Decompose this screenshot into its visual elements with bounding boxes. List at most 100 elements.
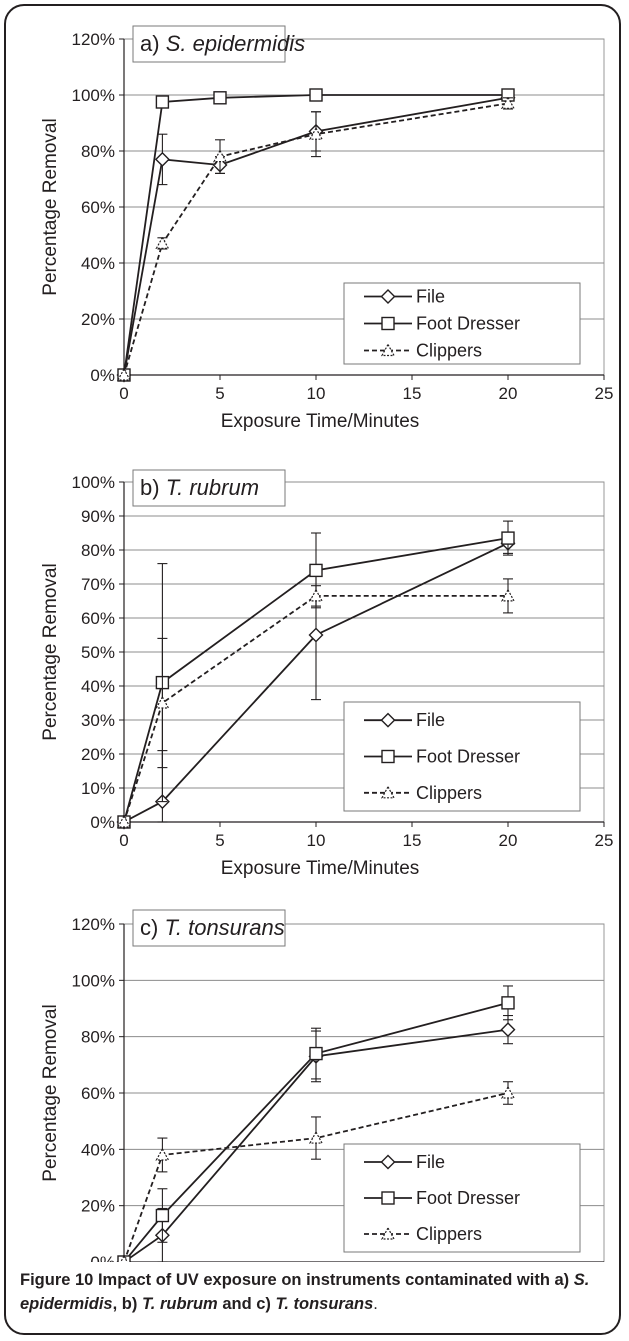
chart-panel-3: 0%20%40%60%80%100%120%0510152025Exposure…: [40, 909, 605, 1262]
series-line: [123, 1028, 509, 1262]
square-marker: [309, 1046, 323, 1061]
diamond-marker: [500, 1022, 516, 1038]
triangle-marker: [155, 695, 170, 709]
legend-item: Foot Dresser: [364, 747, 520, 767]
series-line: [123, 537, 509, 823]
caption-text-1: Impact of UV exposure on instruments con…: [93, 1271, 574, 1289]
figure-svg: 0% 20% 40% 60% 80% 100% 120% 0 5 10 15 20 25 Exposure…: [40, 25, 614, 1262]
x-axis-title: Exposure Time/Minutes: [221, 411, 420, 432]
y-tick-label: 80%: [81, 1028, 115, 1047]
legend-item: Foot Dresser: [364, 314, 520, 334]
y-tick-label: 70%: [81, 575, 115, 594]
legend-triangle-marker: [380, 1226, 396, 1240]
panel-label-box: a) S. epidermidis: [132, 25, 305, 63]
caption-species-1: S. epidermidis: [20, 1271, 590, 1313]
legend-item: File: [364, 710, 445, 730]
chart-panel-2: 0% 10% 20% 30% 40% 50% 60% 70% 80% 90% 100% 0 5 10 15 2…: [40, 469, 614, 879]
panel-letter: a): [140, 31, 166, 56]
caption-species-3: T. tonsurans: [275, 1295, 374, 1313]
y-tick-label: 80%: [81, 142, 115, 161]
y-tick-label: 30%: [81, 711, 115, 730]
triangle-marker: [308, 588, 324, 602]
triangle-marker: [212, 149, 228, 163]
legend-label: Foot Dresser: [416, 314, 520, 334]
y-tick-label: 100%: [72, 86, 115, 105]
y-tick-label: 60%: [81, 1084, 115, 1103]
square-marker: [155, 95, 170, 109]
panel-letter: c): [140, 915, 164, 940]
y-tick-label: 20%: [81, 310, 115, 329]
y-tick-label: 40%: [81, 1140, 115, 1159]
square-marker: [213, 91, 227, 105]
y-axis-title: Percentage Removal: [40, 563, 61, 740]
caption-text-3: and c): [217, 1295, 276, 1313]
triangle-marker: [120, 1254, 128, 1262]
panel-label-frame: [132, 25, 286, 63]
x-tick-label: 25: [595, 831, 614, 850]
legend-triangle-marker: [380, 343, 396, 357]
figure-frame: [4, 4, 621, 1335]
triangle-marker: [155, 1147, 170, 1161]
legend-label: Clippers: [416, 1224, 482, 1244]
y-tick-label: 100%: [72, 473, 115, 492]
panel-label: a) S. epidermidis: [140, 31, 305, 56]
y-tick-label: 80%: [81, 541, 115, 560]
legend-diamond-marker: [380, 1154, 396, 1170]
x-tick-label: 15: [403, 831, 422, 850]
panel-label: b) T. rubrum: [140, 475, 259, 500]
legend-square-marker: [381, 316, 395, 331]
legend-label: File: [416, 287, 445, 307]
figure-caption: Figure 10 Impact of UV exposure on instr…: [20, 1268, 620, 1316]
legend-item: Foot Dresser: [364, 1188, 520, 1208]
legend-triangle-marker: [380, 785, 396, 799]
x-tick-label: 0: [119, 831, 128, 850]
x-tick-label: 5: [215, 384, 224, 403]
triangle-marker: [308, 1130, 324, 1144]
legend: File Foot Dresser Clippers: [343, 701, 581, 812]
panel-organism: S. epidermidis: [166, 31, 305, 56]
y-tick-label: 20%: [81, 745, 115, 764]
panel-label-box: b) T. rubrum: [132, 469, 286, 507]
series-line: [123, 542, 509, 823]
legend-item: Clippers: [364, 783, 482, 803]
caption-figure-label: Figure 10: [20, 1271, 94, 1289]
y-tick-label: 20%: [81, 1197, 115, 1216]
caption-text-2: , b): [112, 1295, 142, 1313]
triangle-marker: [155, 236, 170, 249]
y-tick-label: 90%: [81, 507, 115, 526]
series-line: [123, 1092, 509, 1262]
panel-letter: b): [140, 475, 166, 500]
y-tick-label: 0%: [90, 813, 115, 832]
legend-label: Foot Dresser: [416, 1188, 520, 1208]
panel-label: c) T. tonsurans: [140, 915, 285, 940]
square-marker: [309, 563, 323, 578]
x-axis-title: Exposure Time/Minutes: [221, 858, 420, 879]
panel-organism: T. rubrum: [166, 475, 259, 500]
square-marker: [501, 996, 515, 1010]
triangle-marker: [500, 588, 516, 602]
legend-label: File: [416, 710, 445, 730]
x-tick-label: 20: [499, 384, 518, 403]
square-marker: [501, 531, 515, 545]
y-tick-label: 40%: [81, 254, 115, 273]
series-clippers: [116, 578, 516, 828]
legend-diamond-marker: [380, 289, 396, 304]
square-marker: [309, 88, 323, 102]
panel-label-frame: [132, 469, 286, 507]
y-tick-label: 100%: [72, 971, 115, 990]
x-tick-label: 15: [403, 384, 422, 403]
triangle-marker: [500, 1085, 516, 1099]
x-tick-label: 10: [307, 831, 326, 850]
legend-item: File: [364, 1152, 445, 1172]
x-tick-label: 0: [119, 384, 128, 403]
y-tick-label: 120%: [72, 30, 115, 49]
triangle-marker: [500, 96, 516, 110]
y-tick-label: 10%: [81, 779, 115, 798]
x-tick-label: 20: [499, 831, 518, 850]
y-tick-label: 120%: [72, 915, 115, 934]
series-line: [123, 595, 508, 823]
x-tick-label: 5: [215, 831, 224, 850]
square-marker: [155, 1208, 170, 1223]
y-tick-label: 0%: [90, 1253, 115, 1262]
y-axis-title: Percentage Removal: [40, 1004, 61, 1181]
